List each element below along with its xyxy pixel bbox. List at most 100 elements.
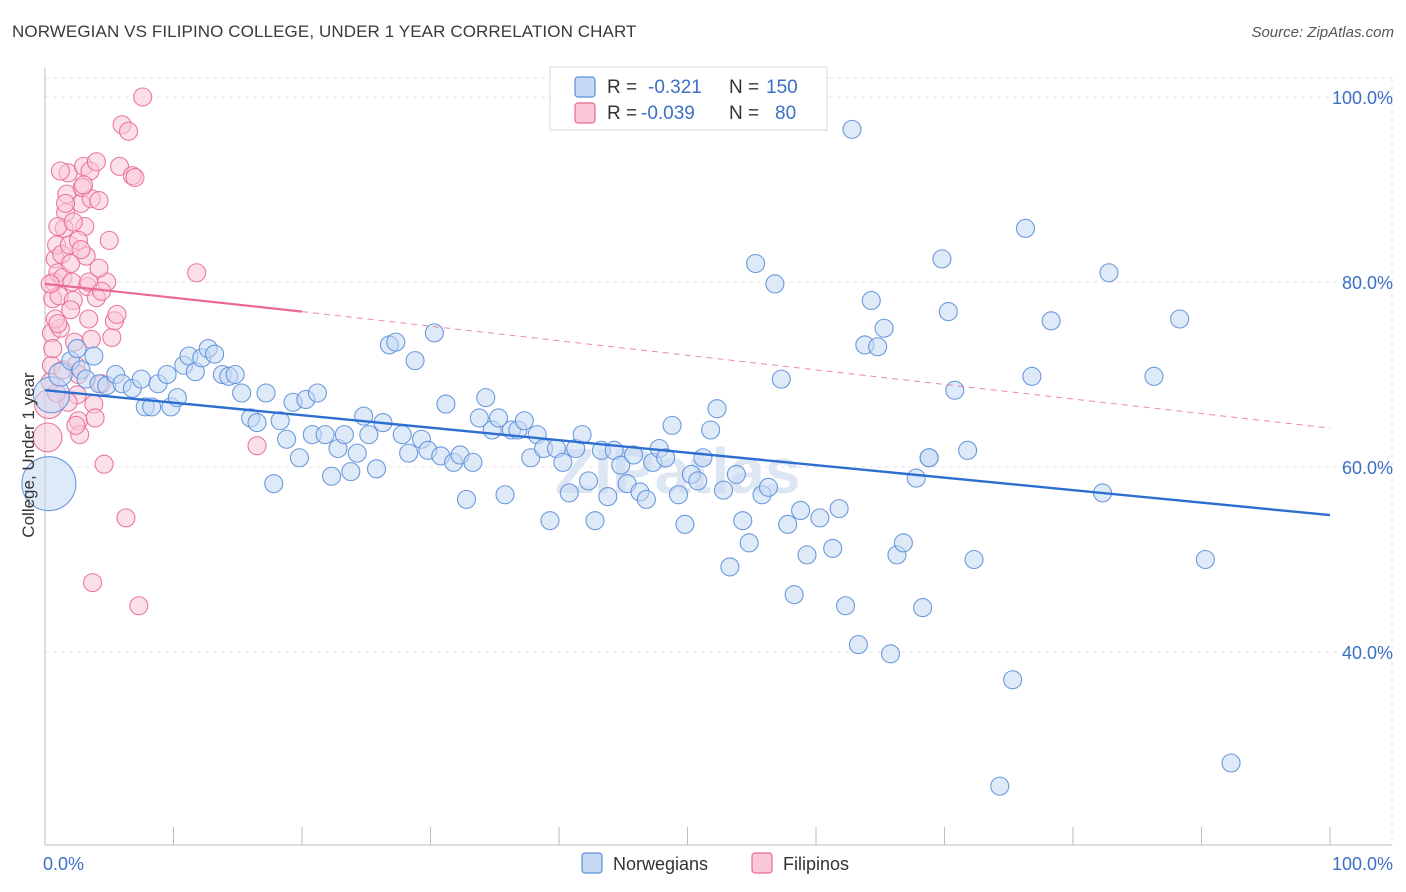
filipinos-trend-line bbox=[44, 282, 303, 313]
filipinos-point bbox=[109, 156, 130, 176]
tick-labels: 40.0% 60.0% 80.0% 100.0% 0.0% 100.0% bbox=[43, 88, 1393, 874]
norwegians-point bbox=[540, 511, 560, 531]
norwegians-point bbox=[906, 468, 926, 488]
norwegians-point bbox=[829, 499, 849, 519]
legend-swatch-filipinos bbox=[574, 102, 596, 124]
trend-lines bbox=[44, 282, 1331, 517]
series-legend: Norwegians Filipinos bbox=[581, 852, 849, 874]
norwegians-point bbox=[1022, 366, 1042, 386]
norwegians-point bbox=[1099, 263, 1119, 283]
filipinos-point bbox=[129, 596, 149, 616]
filipinos-point bbox=[32, 422, 63, 453]
norwegians-point bbox=[256, 383, 276, 403]
norwegians-point bbox=[842, 119, 862, 139]
y-tick-label-60: 60.0% bbox=[1342, 458, 1393, 478]
filipinos-point bbox=[48, 314, 68, 334]
filipinos-point bbox=[50, 161, 70, 181]
norwegians-point bbox=[893, 533, 913, 553]
norwegians-point bbox=[668, 485, 689, 505]
norwegians-point bbox=[157, 364, 177, 385]
norwegians-point bbox=[359, 425, 379, 445]
norwegians-point bbox=[585, 511, 605, 531]
norwegians-point bbox=[289, 448, 309, 468]
norwegians-point bbox=[1003, 670, 1023, 690]
norwegians-point bbox=[476, 388, 496, 408]
norwegians-point bbox=[611, 455, 631, 475]
norwegians-point bbox=[688, 471, 708, 491]
norwegians-point bbox=[919, 448, 939, 468]
y-tick-label-80: 80.0% bbox=[1342, 273, 1393, 293]
chart-source: Source: ZipAtlas.com bbox=[1251, 24, 1394, 41]
norwegians-point bbox=[489, 408, 509, 428]
norwegians-point bbox=[205, 344, 225, 364]
filipinos-point bbox=[99, 230, 119, 250]
legend-swatch-filipinos-bottom bbox=[751, 852, 773, 874]
norwegians-point bbox=[810, 508, 830, 528]
filipinos-point bbox=[43, 339, 63, 359]
filipinos-point bbox=[118, 121, 139, 141]
legend-r-value-2: -0.039 bbox=[641, 103, 695, 124]
filipinos-point bbox=[63, 212, 83, 232]
filipinos-point bbox=[61, 300, 81, 320]
norwegians-point bbox=[579, 471, 599, 491]
norwegians-point bbox=[21, 456, 77, 512]
legend-r-label-1: R = bbox=[607, 77, 637, 98]
y-axis-title: College, Under 1 year bbox=[19, 372, 38, 538]
filipinos-point bbox=[79, 309, 99, 329]
norwegians-point bbox=[232, 383, 252, 403]
norwegians-point bbox=[456, 489, 477, 509]
norwegians-point bbox=[707, 399, 727, 419]
filipinos-point bbox=[247, 436, 267, 456]
filipinos-point bbox=[187, 263, 207, 283]
norwegians-point bbox=[693, 448, 713, 468]
legend-swatch-norwegians bbox=[574, 76, 596, 98]
norwegians-trend-line bbox=[44, 389, 1331, 517]
norwegians-point bbox=[277, 429, 297, 449]
norwegians-point bbox=[758, 477, 779, 497]
norwegians-point bbox=[713, 480, 734, 500]
norwegians-point bbox=[1170, 309, 1190, 329]
norwegians-point bbox=[945, 380, 965, 400]
norwegians-point bbox=[225, 364, 245, 385]
filipinos-point bbox=[61, 253, 81, 274]
norwegians-point bbox=[662, 415, 682, 435]
legend-r-label-2: R = bbox=[607, 103, 637, 124]
norwegians-point bbox=[739, 533, 759, 553]
norwegians-point bbox=[726, 464, 746, 484]
norwegians-point bbox=[675, 514, 695, 534]
norwegians-points bbox=[21, 119, 1241, 796]
norwegians-point bbox=[990, 776, 1010, 796]
norwegians-point bbox=[424, 323, 444, 343]
legend-swatch-norwegians-bottom bbox=[581, 852, 603, 874]
norwegians-point bbox=[784, 585, 804, 605]
legend-n-label-1: N = bbox=[729, 77, 759, 98]
filipinos-point bbox=[79, 272, 99, 292]
filipinos-point bbox=[56, 193, 76, 213]
norwegians-point bbox=[913, 598, 933, 618]
norwegians-point bbox=[771, 369, 791, 389]
x-tick-label-1: 100.0% bbox=[1332, 854, 1393, 874]
norwegians-point bbox=[823, 538, 843, 558]
filipinos-point bbox=[107, 304, 127, 324]
legend-box bbox=[549, 66, 828, 131]
norwegians-point bbox=[463, 452, 483, 472]
norwegians-point bbox=[720, 557, 740, 577]
norwegians-point bbox=[765, 274, 785, 294]
norwegians-point bbox=[84, 346, 104, 366]
filipinos-point bbox=[85, 408, 105, 428]
norwegians-point bbox=[874, 318, 894, 338]
legend-n-label-2: N = bbox=[729, 103, 759, 124]
norwegians-point bbox=[131, 369, 151, 389]
filipinos-point bbox=[86, 152, 106, 172]
norwegians-point bbox=[366, 459, 387, 479]
norwegians-point bbox=[553, 452, 573, 472]
norwegians-point bbox=[347, 443, 367, 463]
norwegians-point bbox=[247, 413, 267, 433]
norwegians-point bbox=[733, 511, 753, 531]
norwegians-point bbox=[264, 474, 284, 494]
filipinos-point bbox=[74, 175, 94, 195]
norwegians-point bbox=[964, 549, 984, 570]
legend-n-value-2: 80 bbox=[775, 103, 796, 124]
norwegians-point bbox=[938, 302, 958, 322]
filipinos-point bbox=[94, 454, 114, 474]
